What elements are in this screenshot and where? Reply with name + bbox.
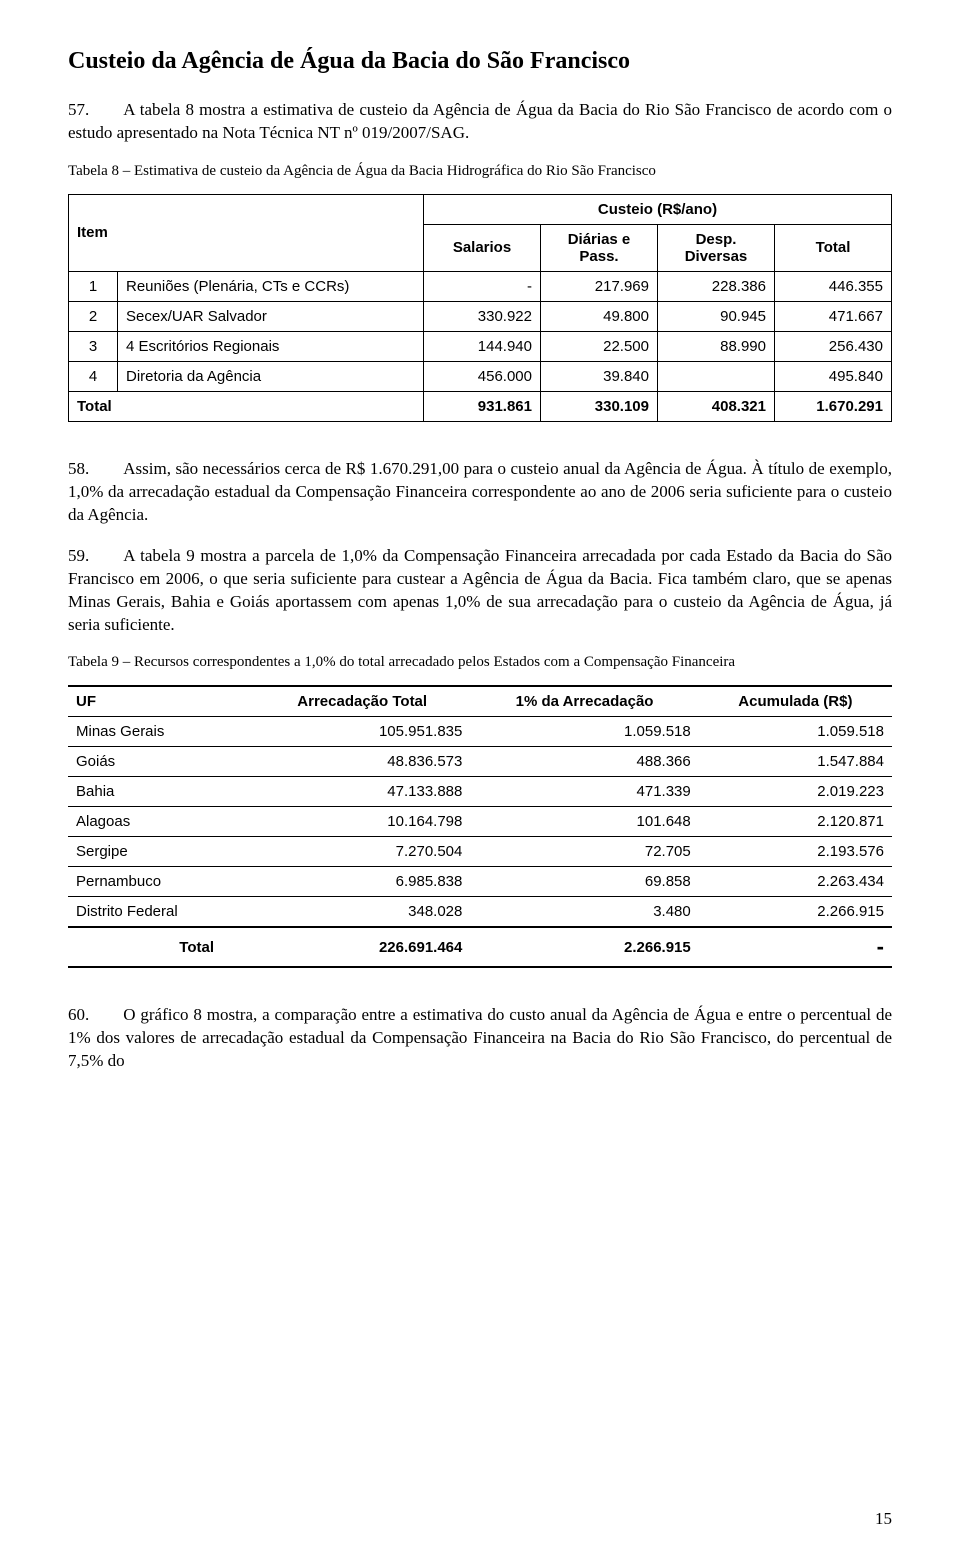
table-row: Alagoas 10.164.798 101.648 2.120.871 [68,807,892,837]
t8-row-num: 3 [69,331,118,361]
t9-header-acum: Acumulada (R$) [699,686,892,717]
t8-total-cell: 408.321 [658,391,775,421]
t9-uf: Pernambuco [68,867,254,897]
t9-uf: Minas Gerais [68,717,254,747]
t9-uf: Alagoas [68,807,254,837]
t8-header-custeio: Custeio (R$/ano) [424,194,892,224]
paragraph-58: 58. Assim, são necessários cerca de R$ 1… [68,458,892,527]
t8-row-num: 4 [69,361,118,391]
t8-cell: 256.430 [775,331,892,361]
t9-cell: 2.019.223 [699,777,892,807]
t8-header-total: Total [775,224,892,271]
t9-total-cell: 226.691.464 [254,927,470,967]
t9-cell: 47.133.888 [254,777,470,807]
t9-cell: 72.705 [470,837,698,867]
table-9: UF Arrecadação Total 1% da Arrecadação A… [68,685,892,968]
t9-cell: 7.270.504 [254,837,470,867]
t9-cell: 6.985.838 [254,867,470,897]
table-row: 3 4 Escritórios Regionais 144.940 22.500… [69,331,892,361]
t9-header-pct: 1% da Arrecadação [470,686,698,717]
table-row: 4 Diretoria da Agência 456.000 39.840 49… [69,361,892,391]
t8-row-item: Secex/UAR Salvador [118,301,424,331]
table-8: Item Custeio (R$/ano) Salarios Diárias e… [68,194,892,422]
t8-cell: 495.840 [775,361,892,391]
t8-cell: 90.945 [658,301,775,331]
table-row: Goiás 48.836.573 488.366 1.547.884 [68,747,892,777]
section-title: Custeio da Agência de Água da Bacia do S… [68,48,892,75]
paragraph-57: 57. A tabela 8 mostra a estimativa de cu… [68,99,892,145]
page-number: 15 [875,1509,892,1529]
t9-cell: 471.339 [470,777,698,807]
t9-uf: Distrito Federal [68,897,254,928]
t9-total-cell: 2.266.915 [470,927,698,967]
t9-cell: 3.480 [470,897,698,928]
table-row: Bahia 47.133.888 471.339 2.019.223 [68,777,892,807]
t8-cell: 228.386 [658,271,775,301]
t9-cell: 105.951.835 [254,717,470,747]
t9-cell: 1.059.518 [699,717,892,747]
t8-header-diarias: Diárias e Pass. [541,224,658,271]
t9-uf: Sergipe [68,837,254,867]
t8-cell: 39.840 [541,361,658,391]
table8-caption: Tabela 8 – Estimativa de custeio da Agên… [68,163,892,180]
table-row: Pernambuco 6.985.838 69.858 2.263.434 [68,867,892,897]
t8-cell: 446.355 [775,271,892,301]
t8-cell: 456.000 [424,361,541,391]
t9-header-uf: UF [68,686,254,717]
t8-header-salarios: Salarios [424,224,541,271]
t8-total-cell: 1.670.291 [775,391,892,421]
t8-cell: 217.969 [541,271,658,301]
t9-total-row: Total 226.691.464 2.266.915 - [68,927,892,967]
table-row: Minas Gerais 105.951.835 1.059.518 1.059… [68,717,892,747]
t9-cell: 10.164.798 [254,807,470,837]
t8-cell: 144.940 [424,331,541,361]
t9-cell: 348.028 [254,897,470,928]
t9-uf: Goiás [68,747,254,777]
t8-total-label: Total [69,391,424,421]
t8-cell [658,361,775,391]
t9-total-cell: - [699,927,892,967]
t9-cell: 101.648 [470,807,698,837]
t9-total-label: Total [68,927,254,967]
t8-row-item: 4 Escritórios Regionais [118,331,424,361]
t9-cell: 48.836.573 [254,747,470,777]
t8-total-row: Total 931.861 330.109 408.321 1.670.291 [69,391,892,421]
t8-header-item: Item [69,194,424,271]
t8-cell: 471.667 [775,301,892,331]
t9-cell: 2.263.434 [699,867,892,897]
t8-cell: 88.990 [658,331,775,361]
t8-row-num: 2 [69,301,118,331]
t8-cell: 22.500 [541,331,658,361]
t9-cell: 69.858 [470,867,698,897]
t9-cell: 1.547.884 [699,747,892,777]
t9-uf: Bahia [68,777,254,807]
t9-cell: 2.120.871 [699,807,892,837]
t9-cell: 488.366 [470,747,698,777]
t8-row-num: 1 [69,271,118,301]
t8-total-cell: 931.861 [424,391,541,421]
t8-total-cell: 330.109 [541,391,658,421]
paragraph-59: 59. A tabela 9 mostra a parcela de 1,0% … [68,545,892,637]
t8-cell: 330.922 [424,301,541,331]
table-row: Distrito Federal 348.028 3.480 2.266.915 [68,897,892,928]
t8-header-desp: Desp. Diversas [658,224,775,271]
t8-row-item: Diretoria da Agência [118,361,424,391]
paragraph-60: 60. O gráfico 8 mostra, a comparação ent… [68,1004,892,1073]
table9-caption: Tabela 9 – Recursos correspondentes a 1,… [68,654,892,671]
t8-row-item: Reuniões (Plenária, CTs e CCRs) [118,271,424,301]
t9-cell: 2.266.915 [699,897,892,928]
t9-cell: 2.193.576 [699,837,892,867]
table-row: 2 Secex/UAR Salvador 330.922 49.800 90.9… [69,301,892,331]
t8-cell: 49.800 [541,301,658,331]
t9-header-arrec: Arrecadação Total [254,686,470,717]
table-row: 1 Reuniões (Plenária, CTs e CCRs) - 217.… [69,271,892,301]
t9-cell: 1.059.518 [470,717,698,747]
t8-cell: - [424,271,541,301]
table-row: Sergipe 7.270.504 72.705 2.193.576 [68,837,892,867]
